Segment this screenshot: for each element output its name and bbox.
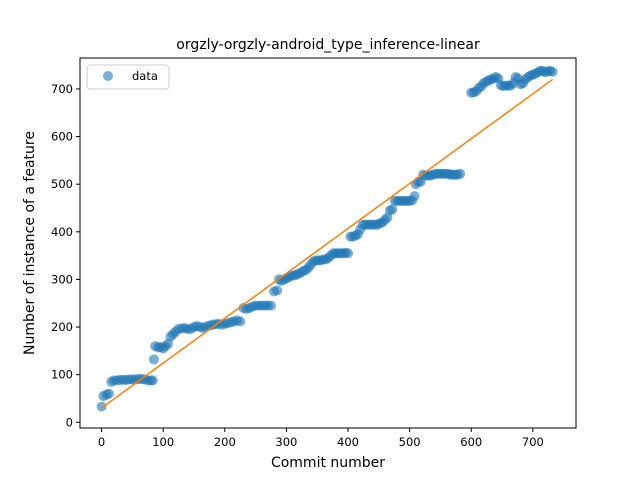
x-tick-label: 300 [275,435,297,449]
x-tick-label: 100 [152,435,174,449]
x-axis-ticks: 0 100 200 300 400 500 600 700 [98,428,544,449]
legend-label: data [132,69,158,83]
y-axis-label: Number of instance of a feature [22,131,38,355]
y-tick-label: 100 [51,368,73,382]
data-point [103,388,114,399]
x-tick-label: 600 [460,435,482,449]
data-point [272,285,283,296]
x-axis-label: Commit number [271,455,385,471]
x-tick-label: 500 [399,435,421,449]
data-point [147,375,158,386]
y-tick-label: 600 [51,130,73,144]
y-tick-label: 300 [51,272,73,286]
y-tick-label: 200 [51,320,73,334]
x-tick-label: 200 [214,435,236,449]
data-point [547,66,558,77]
data-point [235,316,246,327]
x-tick-label: 400 [337,435,359,449]
legend-box [86,64,170,90]
plot-area [96,65,558,412]
fit-line [101,78,554,409]
y-tick-label: 0 [66,415,73,429]
y-tick-label: 500 [51,177,73,191]
x-tick-label: 0 [98,435,105,449]
data-point [148,354,159,365]
y-tick-label: 400 [51,225,73,239]
legend: data [86,64,170,90]
data-point [96,401,107,412]
data-point [343,248,354,259]
x-tick-label: 700 [522,435,544,449]
legend-marker [103,71,113,81]
y-axis-ticks: 0 100 200 300 400 500 600 700 [51,82,80,429]
y-tick-label: 700 [51,82,73,96]
data-point [455,168,466,179]
chart-title: orgzly-orgzly-android_type_inference-lin… [176,37,480,53]
data-point [266,300,277,311]
data-point [409,191,420,202]
data-point [387,204,398,215]
plot-frame [79,57,577,429]
